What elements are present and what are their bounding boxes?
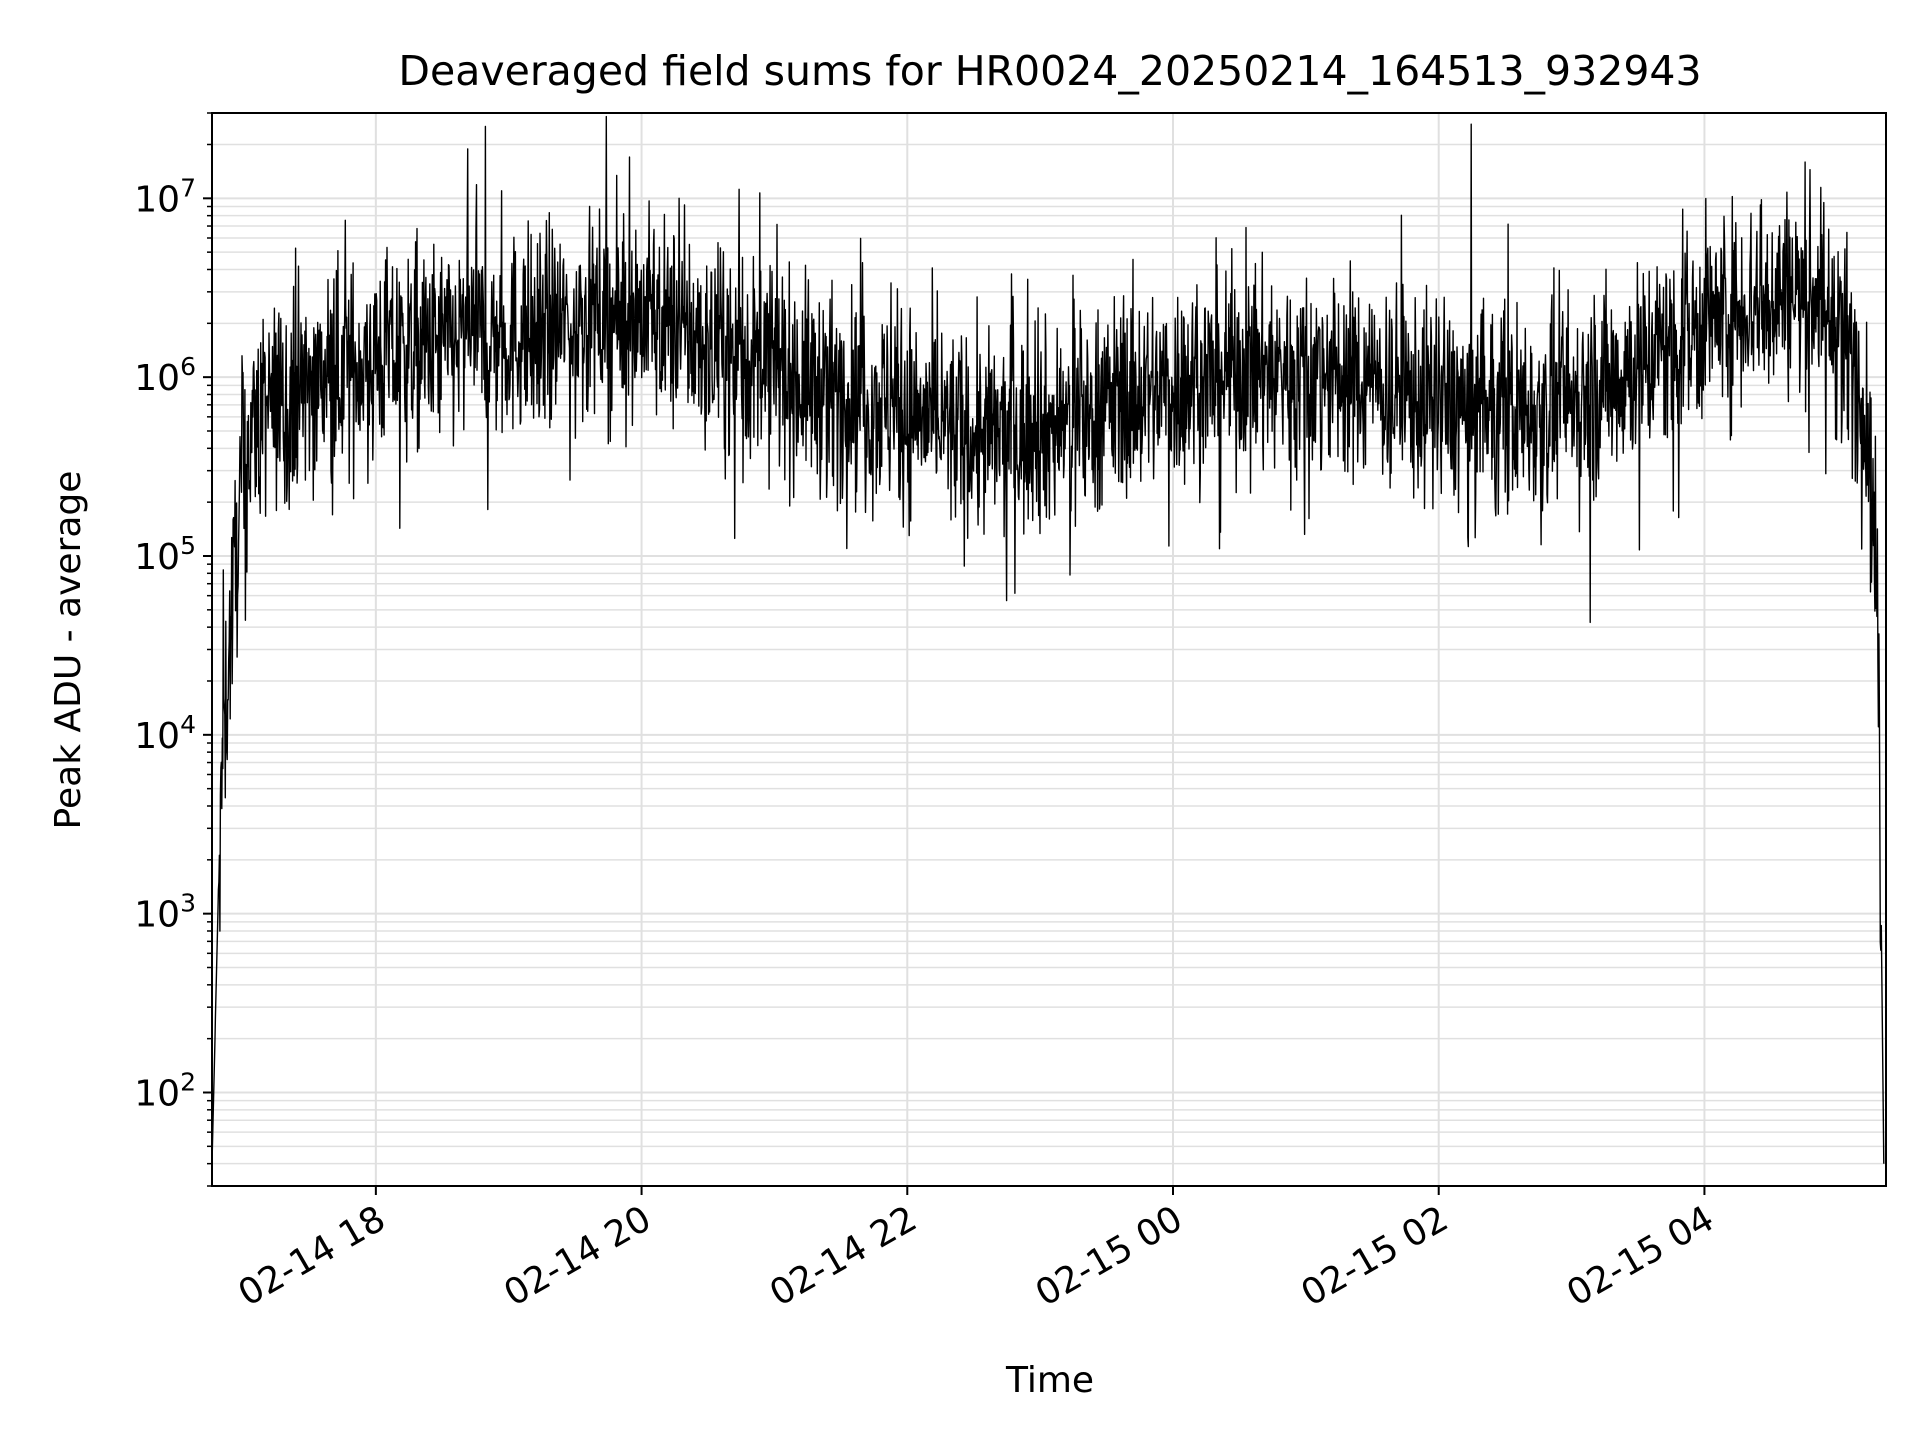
y-tick-label: 102	[134, 1067, 196, 1114]
y-tick-label: 105	[134, 531, 196, 578]
grid-major	[212, 113, 1886, 1186]
series-line	[211, 115, 1885, 1164]
chart-title: Deaveraged field sums for HR0024_2025021…	[398, 47, 1701, 95]
y-axis-label: Peak ADU - average	[48, 471, 89, 830]
y-tick-label: 106	[134, 352, 196, 399]
y-tick-label: 104	[134, 710, 196, 757]
y-ticks: 102 103 104 105 106 107	[134, 112, 212, 1187]
y-tick-label: 107	[134, 173, 196, 220]
series-layer	[211, 115, 1885, 1164]
x-axis-label: Time	[1005, 1360, 1094, 1401]
y-tick-label: 103	[134, 889, 196, 936]
